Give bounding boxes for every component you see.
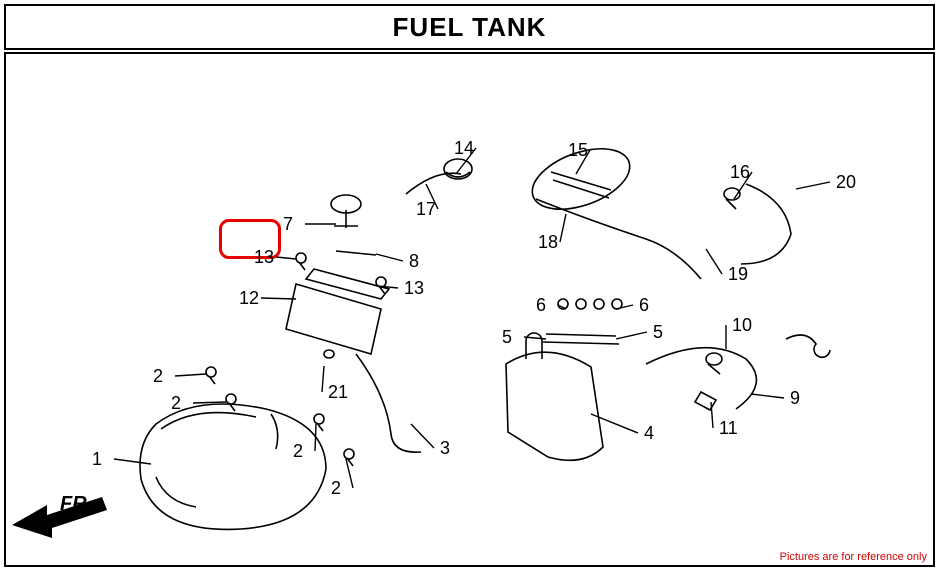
- part-outline: [376, 277, 386, 294]
- part-outline: [140, 404, 326, 529]
- part-outline: [206, 367, 216, 384]
- callout-label: 2: [293, 441, 303, 462]
- callout-label: 8: [409, 251, 419, 272]
- callout-label: 7: [283, 214, 293, 235]
- callout-label: 6: [536, 295, 546, 316]
- part-outline: [271, 414, 278, 449]
- leader-line: [276, 257, 296, 259]
- callout-label: 1: [92, 449, 102, 470]
- parts-diagram: [6, 54, 933, 565]
- leader-line: [193, 402, 226, 403]
- callout-label: 20: [836, 172, 856, 193]
- callout-label: 15: [568, 140, 588, 161]
- part-outline: [724, 188, 740, 209]
- part-outline: [226, 394, 236, 411]
- leader-line: [322, 366, 324, 392]
- callout-label: 9: [790, 388, 800, 409]
- part-outline: [336, 251, 376, 255]
- leader-line: [706, 249, 722, 274]
- callout-label: 12: [239, 288, 259, 309]
- part-outline: [156, 413, 256, 507]
- part-outline: [506, 352, 603, 460]
- leader-line: [591, 414, 638, 433]
- callout-label: 17: [416, 199, 436, 220]
- callout-label: 2: [171, 393, 181, 414]
- leader-line: [796, 182, 830, 189]
- part-outline: [786, 335, 830, 357]
- part-outline: [695, 392, 716, 410]
- leader-line: [751, 394, 784, 398]
- part-outline: [356, 354, 421, 452]
- fr-direction-arrow: FR.: [12, 480, 122, 540]
- callout-label: 16: [730, 162, 750, 183]
- callout-label: 19: [728, 264, 748, 285]
- fr-label: FR.: [60, 493, 92, 515]
- callout-label: 14: [454, 138, 474, 159]
- callout-label: 13: [404, 278, 424, 299]
- part-outline: [344, 449, 354, 466]
- callout-label: 3: [440, 438, 450, 459]
- callout-label: 2: [153, 366, 163, 387]
- part-outline: [543, 334, 619, 344]
- leader-line: [524, 337, 546, 339]
- part-outline: [331, 195, 361, 228]
- callout-label: 2: [331, 478, 341, 499]
- callout-label: 4: [644, 423, 654, 444]
- page-title: FUEL TANK: [393, 12, 547, 43]
- reference-note: Pictures are for reference only: [780, 551, 927, 563]
- callout-label: 11: [719, 418, 738, 439]
- callout-label: 21: [328, 382, 348, 403]
- part-outline: [741, 184, 791, 264]
- leader-line: [261, 298, 296, 299]
- leader-line: [560, 214, 566, 242]
- callout-label: 18: [538, 232, 558, 253]
- leader-line: [114, 459, 151, 464]
- part-outline: [551, 172, 611, 198]
- part-outline: [706, 353, 722, 374]
- callout-label: 10: [732, 315, 752, 336]
- part-outline: [646, 348, 756, 409]
- callout-label: 6: [639, 295, 649, 316]
- leader-line: [175, 374, 206, 376]
- leader-line: [616, 332, 647, 339]
- part-outline: [576, 299, 586, 309]
- leader-line: [616, 305, 633, 309]
- part-outline: [324, 350, 334, 358]
- callout-label: 13: [254, 247, 274, 268]
- part-outline: [444, 159, 472, 179]
- leader-line: [315, 424, 316, 451]
- callout-label: 5: [502, 327, 512, 348]
- part-outline: [296, 253, 306, 270]
- leader-line: [411, 424, 434, 448]
- part-outline: [594, 299, 604, 309]
- leader-line: [376, 254, 403, 261]
- callout-label: 5: [653, 322, 663, 343]
- title-bar: FUEL TANK: [4, 4, 935, 50]
